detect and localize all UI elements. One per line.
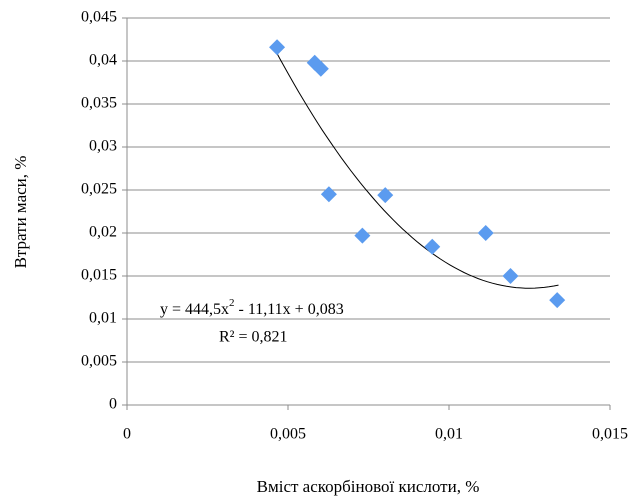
point xyxy=(549,292,566,309)
point xyxy=(424,238,441,255)
point xyxy=(377,187,394,204)
trendline-equation: y = 444,5x2 - 11,11x + 0,083 xyxy=(160,297,344,318)
point xyxy=(354,227,371,244)
y-tick-label: 0,03 xyxy=(89,138,117,155)
point xyxy=(477,225,494,241)
point xyxy=(320,186,337,203)
x-tick-label: 0,015 xyxy=(592,426,628,443)
equation-exponent: 2 xyxy=(229,297,235,309)
y-axis-title: Втрати маси, % xyxy=(11,156,30,269)
y-tick-label: 0,005 xyxy=(81,353,117,370)
point xyxy=(269,39,286,56)
x-axis-title: Вміст аскорбінової кислоти, % xyxy=(257,477,480,496)
point xyxy=(312,60,329,77)
y-tick-label: 0,035 xyxy=(81,95,117,112)
y-tick-label: 0,01 xyxy=(89,310,117,327)
equation-part: - 11,11x + 0,083 xyxy=(235,301,344,318)
y-tick-label: 0,015 xyxy=(81,267,117,284)
equation-part: y = 444,5x xyxy=(160,301,229,318)
y-tick-label: 0,045 xyxy=(81,9,117,26)
y-tick-label: 0,025 xyxy=(81,181,117,198)
x-tick-label: 0,005 xyxy=(270,426,306,443)
r-squared: R² = 0,821 xyxy=(219,329,288,346)
trendline xyxy=(274,49,559,289)
y-tick-label: 0,02 xyxy=(89,224,117,241)
x-tick-label: 0,01 xyxy=(435,426,463,443)
x-tick-label: 0 xyxy=(123,426,131,443)
y-tick-label: 0,04 xyxy=(89,52,117,69)
y-tick-label: 0 xyxy=(109,396,117,413)
point xyxy=(502,268,519,284)
